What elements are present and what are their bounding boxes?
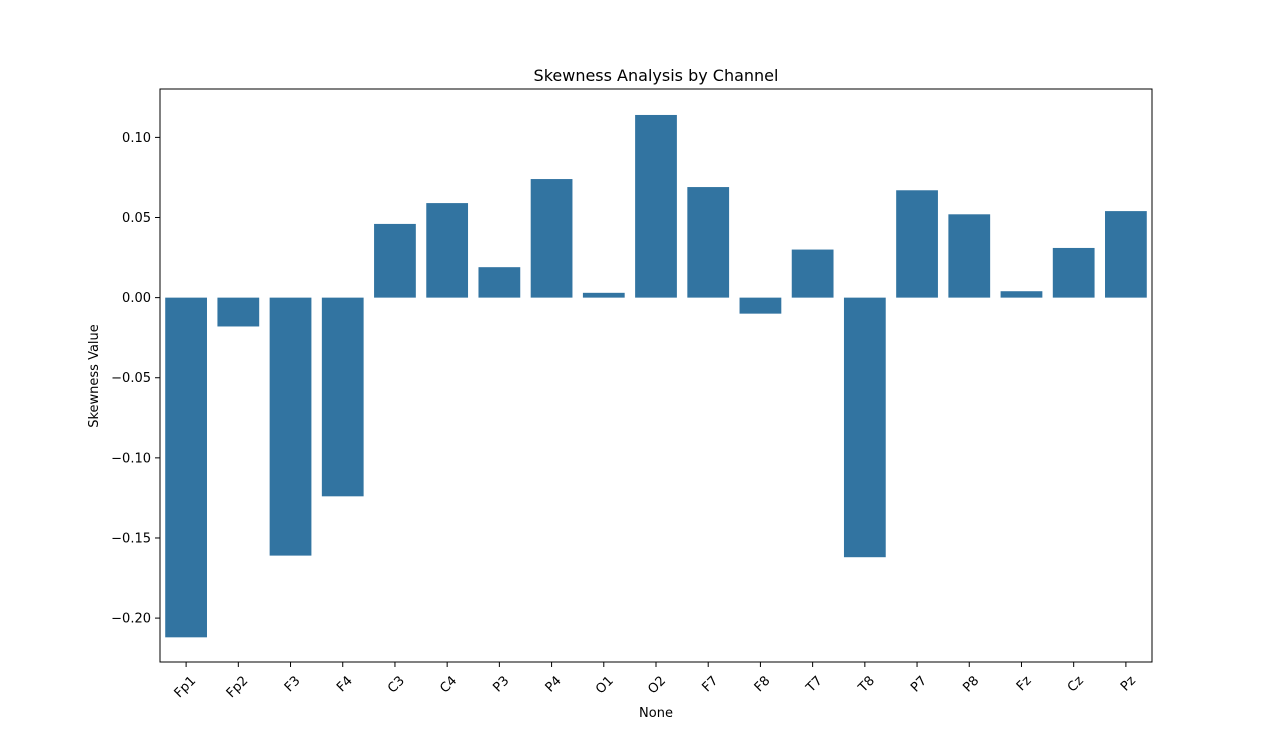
x-tick-label-f8: F8: [752, 673, 774, 695]
y-tick-label: 0.10: [122, 131, 151, 146]
y-tick-label: −0.20: [111, 612, 151, 627]
bar-p4: [530, 179, 573, 298]
x-tick-label-p8: P8: [960, 673, 982, 695]
x-tick-label-c3: C3: [385, 673, 408, 696]
bar-cz: [1052, 247, 1095, 298]
x-tick-label-p3: P3: [490, 673, 512, 695]
x-tick-label-t7: T7: [803, 673, 826, 696]
chart-title: Skewness Analysis by Channel: [534, 66, 779, 85]
x-tick-label-fp2: Fp2: [224, 673, 252, 701]
bar-fz: [1000, 291, 1043, 298]
x-tick-label-o2: O2: [645, 673, 669, 697]
x-axis-ticks: Fp1 Fp2 F3 F4 C3 C4 P3 P4 O1 O2 F7 F8 T7 T8 P7 P8 Fz Cz Pz: [172, 662, 1139, 701]
y-tick-label: −0.15: [111, 531, 151, 546]
y-tick-label: 0.00: [122, 291, 151, 306]
x-tick-label-p7: P7: [908, 673, 930, 695]
x-tick-label-t8: T8: [855, 673, 878, 696]
x-tick-label-cz: Cz: [1065, 673, 1087, 695]
x-axis-label: None: [639, 706, 673, 721]
y-axis-label: Skewness Value: [87, 324, 102, 428]
y-tick-label: 0.05: [122, 211, 151, 226]
bar-c4: [426, 203, 469, 298]
bar-c3: [374, 223, 416, 298]
y-tick-label: −0.05: [111, 371, 151, 386]
x-tick-label-pz: Pz: [1118, 673, 1139, 694]
x-tick-label-o1: O1: [593, 673, 617, 697]
y-axis-ticks: −0.20 −0.15 −0.10 −0.05 0.00 0.05 0.10: [111, 131, 160, 627]
bar-p3: [478, 267, 521, 298]
bar-p7: [896, 190, 938, 298]
bar-pz: [1105, 211, 1147, 298]
bar-p8: [948, 214, 991, 298]
bar-o1: [582, 292, 625, 298]
x-tick-label-f4: F4: [334, 673, 356, 695]
bar-t7: [791, 249, 834, 298]
bar-f7: [687, 187, 730, 298]
bar-t8: [843, 297, 886, 558]
bar-o2: [635, 114, 677, 298]
bar-f3: [269, 297, 312, 556]
x-tick-label-fp1: Fp1: [172, 673, 200, 701]
x-tick-label-fz: Fz: [1014, 673, 1035, 694]
bar-fp1: [165, 297, 207, 638]
bars-group: [165, 114, 1147, 638]
bar-fp2: [217, 297, 260, 327]
bar-f8: [739, 297, 782, 314]
x-tick-label-f7: F7: [700, 673, 722, 695]
y-tick-label: −0.10: [111, 451, 151, 466]
x-tick-label-p4: P4: [543, 673, 565, 695]
x-tick-label-f3: F3: [282, 673, 304, 695]
x-tick-label-c4: C4: [437, 673, 460, 696]
bar-f4: [321, 297, 364, 497]
plot-frame: [159, 88, 1153, 663]
